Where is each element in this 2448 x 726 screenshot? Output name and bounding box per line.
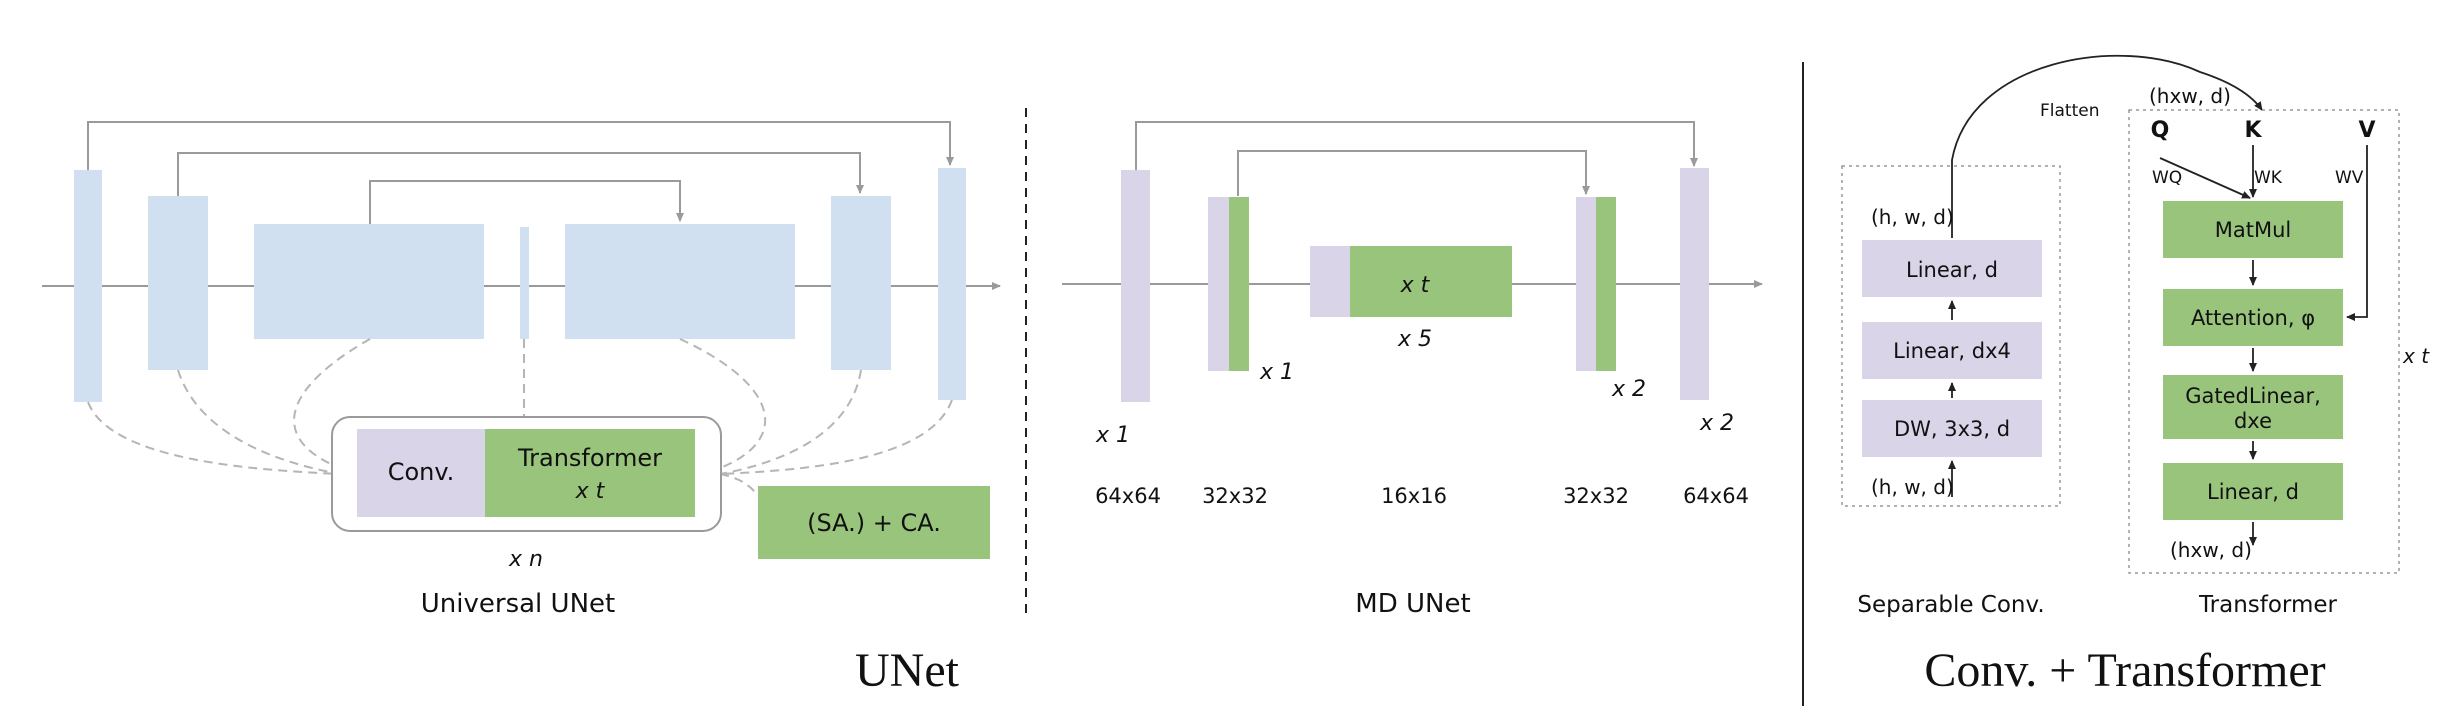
- unet-section-title: UNet: [855, 644, 960, 697]
- query-label: Q: [2151, 118, 2170, 143]
- middle-block: [520, 227, 529, 339]
- separable-conv-frame: [1841, 165, 2061, 507]
- encoder-block-3: [254, 224, 484, 339]
- tr-layer-gated-linear-dim: dxe: [2234, 409, 2272, 433]
- tr-layer-attention: [2163, 289, 2343, 346]
- md-skip-outer: [1135, 121, 1698, 170]
- block-detail-connectors: [87, 338, 953, 497]
- conv-block: [357, 429, 485, 517]
- skip-connection-inner: [369, 180, 684, 224]
- weight-q-label: WQ: [2152, 168, 2182, 188]
- sep-input-shape: (h, w, d): [1871, 475, 1954, 499]
- transformer-label: Transformer: [517, 444, 662, 472]
- md-repeat-dec1: x 2: [1699, 411, 1734, 436]
- decoder-block-3: [565, 224, 795, 339]
- skip-connection-outer: [87, 121, 954, 170]
- conv-label: Conv.: [388, 458, 455, 486]
- separable-conv-caption: Separable Conv.: [1857, 592, 2044, 618]
- md-repeat-dec2: x 2: [1611, 377, 1646, 402]
- weight-k-label: WK: [2254, 168, 2283, 188]
- md-unet-caption: MD UNet: [1355, 589, 1470, 619]
- md-decoder-block-2-attn: [1596, 197, 1616, 371]
- md-encoder-block-1: [1121, 170, 1150, 402]
- arrow-v-to-attention: [2346, 145, 2368, 321]
- md-resolution-5: 64x64: [1683, 484, 1749, 508]
- conv-transformer-panel: DW, 3x3, d Linear, dx4 Linear, d (h, w, …: [1841, 55, 2430, 618]
- md-resolution-4: 32x32: [1563, 484, 1629, 508]
- tr-layer-matmul: [2163, 201, 2343, 258]
- sep-layer-linear-4: [1862, 322, 2042, 379]
- attention-block: [758, 486, 990, 559]
- tr-repeat-label: x t: [2402, 344, 2430, 368]
- conv-transformer-section-title: Conv. + Transformer: [1924, 644, 2325, 697]
- flatten-label: Flatten: [2040, 101, 2099, 121]
- value-label: V: [2358, 118, 2375, 143]
- encoder-block-1: [74, 170, 102, 402]
- sep-layer-linear-d: [1862, 240, 2042, 297]
- md-resolution-1: 64x64: [1095, 484, 1161, 508]
- md-repeat-enc2: x 1: [1259, 360, 1294, 385]
- transformer-repeat: x t: [575, 479, 606, 504]
- arrow-q-to-matmul: [2159, 157, 2251, 199]
- tr-layer-linear: [2163, 463, 2343, 520]
- tr-layer-attention-label: Attention, φ: [2191, 306, 2315, 330]
- sep-layer-dw-label: DW, 3x3, d: [1894, 417, 2010, 441]
- md-encoder-block-2-conv: [1208, 197, 1229, 371]
- tr-layer-linear-label: Linear, d: [2207, 480, 2299, 504]
- md-repeat-mid: x 5: [1397, 327, 1432, 352]
- md-repeat-enc1: x 1: [1095, 423, 1130, 448]
- block-repeat-label: x n: [508, 547, 543, 572]
- md-unet-panel: x 1 x 1 x t x 5 x 2 x 2 64x64 32x32 16x1…: [1062, 121, 1763, 619]
- tr-layer-gated-linear: [2163, 375, 2343, 439]
- md-middle-conv: [1310, 246, 1350, 317]
- tr-output-shape: (hxw, d): [2170, 538, 2252, 562]
- md-resolution-2: 32x32: [1202, 484, 1268, 508]
- weight-v-label: WV: [2335, 168, 2364, 188]
- transformer-block: [485, 429, 695, 517]
- transformer-caption: Transformer: [2198, 592, 2338, 618]
- md-resolution-3: 16x16: [1381, 484, 1447, 508]
- flatten-arrow: [1951, 55, 2263, 238]
- md-middle-transformer: [1350, 246, 1512, 317]
- sep-output-shape: (h, w, d): [1871, 205, 1954, 229]
- sep-layer-linear-d-label: Linear, d: [1906, 258, 1998, 282]
- decoder-block-2: [831, 196, 891, 370]
- attention-label: (SA.) + CA.: [807, 509, 941, 537]
- md-decoder-block-1: [1680, 168, 1709, 400]
- skip-connection-middle: [177, 152, 864, 196]
- md-skip-inner: [1237, 150, 1590, 196]
- universal-unet-caption: Universal UNet: [421, 589, 615, 619]
- tr-layer-matmul-label: MatMul: [2215, 218, 2291, 242]
- transformer-frame: [2128, 109, 2400, 574]
- decoder-block-1: [938, 168, 966, 400]
- tr-input-shape: (hxw, d): [2149, 84, 2231, 108]
- encoder-block-2: [148, 196, 208, 370]
- md-decoder-block-2-conv: [1576, 197, 1596, 371]
- md-repeat-mid-inner: x t: [1400, 273, 1431, 298]
- universal-unet-panel: Conv. Transformer x t (SA.) + CA. x n Un…: [42, 121, 1001, 619]
- md-encoder-block-2-attn: [1229, 197, 1249, 371]
- sep-layer-linear-4-label: Linear, dx4: [1893, 339, 2011, 363]
- tr-layer-gated-linear-label: GatedLinear,: [2185, 384, 2321, 408]
- sep-layer-dw: [1862, 400, 2042, 457]
- key-label: K: [2244, 118, 2262, 143]
